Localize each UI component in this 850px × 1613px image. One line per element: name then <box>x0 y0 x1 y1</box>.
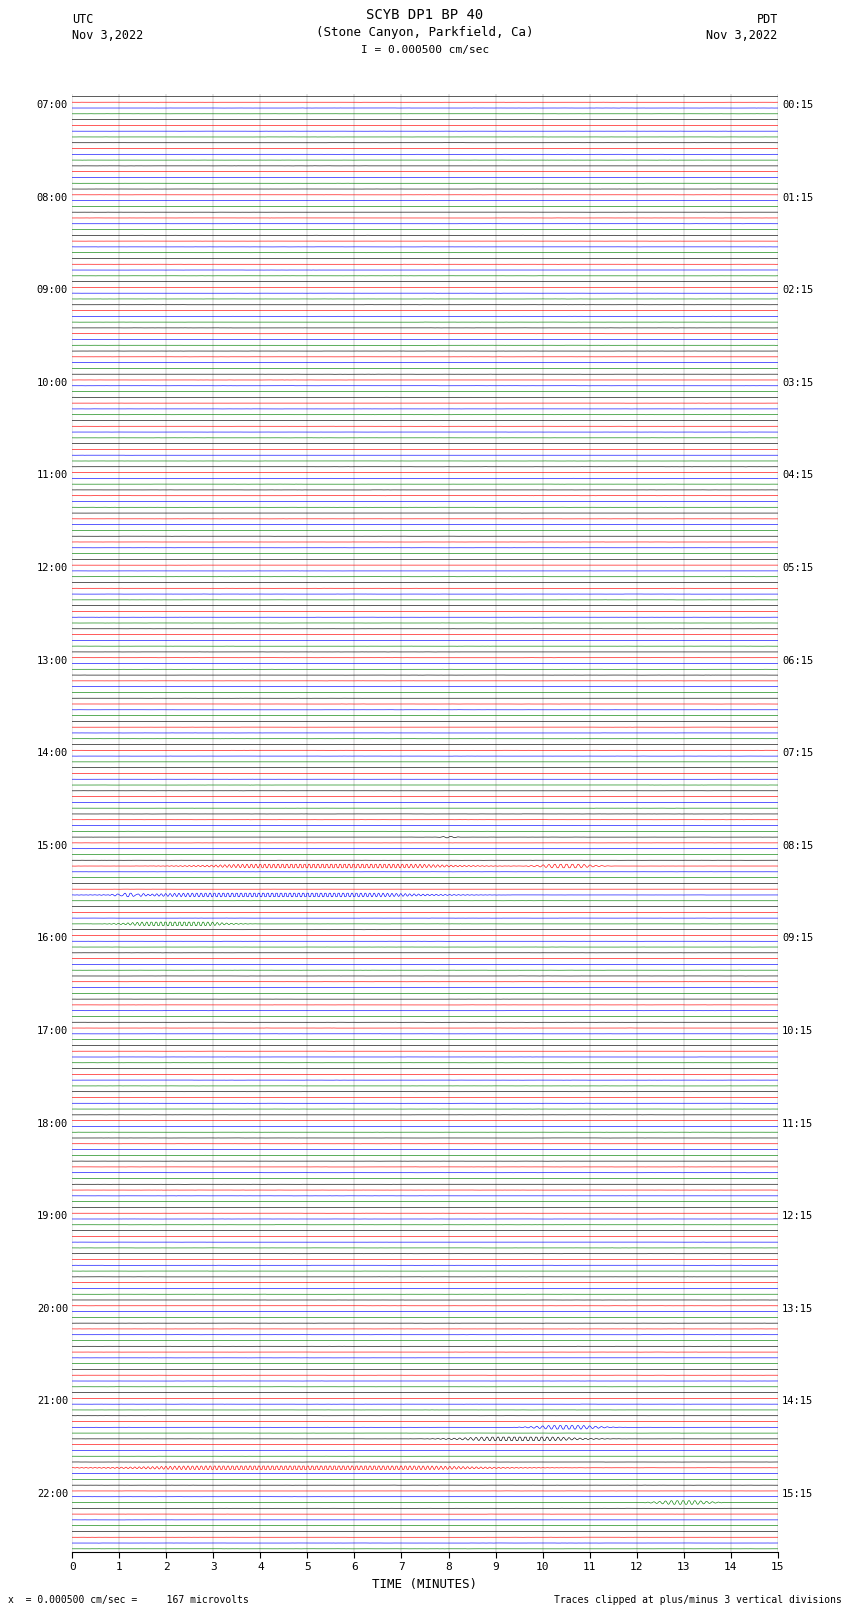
Text: 07:00: 07:00 <box>37 100 68 110</box>
Text: 09:00: 09:00 <box>37 286 68 295</box>
Text: 08:15: 08:15 <box>782 840 813 850</box>
Text: 05:15: 05:15 <box>782 563 813 573</box>
Text: 17:00: 17:00 <box>37 1026 68 1036</box>
Text: 10:00: 10:00 <box>37 377 68 387</box>
Text: SCYB DP1 BP 40: SCYB DP1 BP 40 <box>366 8 484 23</box>
Text: 13:00: 13:00 <box>37 655 68 666</box>
Text: 07:15: 07:15 <box>782 748 813 758</box>
Text: 03:15: 03:15 <box>782 377 813 387</box>
Text: 19:00: 19:00 <box>37 1211 68 1221</box>
Text: 21:00: 21:00 <box>37 1397 68 1407</box>
Text: 11:15: 11:15 <box>782 1118 813 1129</box>
X-axis label: TIME (MINUTES): TIME (MINUTES) <box>372 1578 478 1590</box>
Text: PDT: PDT <box>756 13 778 26</box>
Text: 00:15: 00:15 <box>782 100 813 110</box>
Text: Traces clipped at plus/minus 3 vertical divisions: Traces clipped at plus/minus 3 vertical … <box>553 1595 842 1605</box>
Text: x  = 0.000500 cm/sec =     167 microvolts: x = 0.000500 cm/sec = 167 microvolts <box>8 1595 249 1605</box>
Text: 08:00: 08:00 <box>37 192 68 203</box>
Text: 02:15: 02:15 <box>782 286 813 295</box>
Text: I = 0.000500 cm/sec: I = 0.000500 cm/sec <box>361 45 489 55</box>
Text: 13:15: 13:15 <box>782 1303 813 1313</box>
Text: (Stone Canyon, Parkfield, Ca): (Stone Canyon, Parkfield, Ca) <box>316 26 534 39</box>
Text: 14:00: 14:00 <box>37 748 68 758</box>
Text: 12:00: 12:00 <box>37 563 68 573</box>
Text: 10:15: 10:15 <box>782 1026 813 1036</box>
Text: UTC: UTC <box>72 13 94 26</box>
Text: 12:15: 12:15 <box>782 1211 813 1221</box>
Text: 11:00: 11:00 <box>37 471 68 481</box>
Text: Nov 3,2022: Nov 3,2022 <box>706 29 778 42</box>
Text: 15:15: 15:15 <box>782 1489 813 1498</box>
Text: Nov 3,2022: Nov 3,2022 <box>72 29 144 42</box>
Text: 04:15: 04:15 <box>782 471 813 481</box>
Text: 14:15: 14:15 <box>782 1397 813 1407</box>
Text: 15:00: 15:00 <box>37 840 68 850</box>
Text: 22:00: 22:00 <box>37 1489 68 1498</box>
Text: 01:15: 01:15 <box>782 192 813 203</box>
Text: 20:00: 20:00 <box>37 1303 68 1313</box>
Text: 06:15: 06:15 <box>782 655 813 666</box>
Text: 16:00: 16:00 <box>37 934 68 944</box>
Text: 09:15: 09:15 <box>782 934 813 944</box>
Text: 18:00: 18:00 <box>37 1118 68 1129</box>
